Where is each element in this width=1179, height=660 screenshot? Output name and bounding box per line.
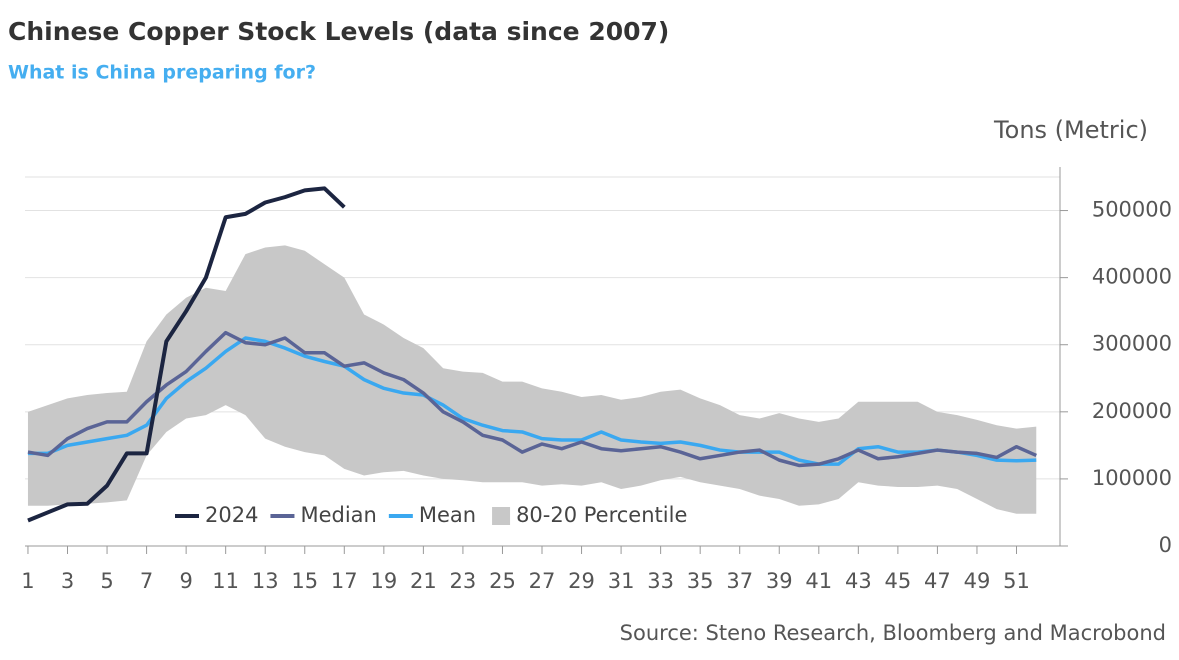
x-tick-label: 3 <box>61 569 74 593</box>
y-tick-label: 500000 <box>1092 198 1172 222</box>
x-tick-label: 45 <box>885 569 912 593</box>
series-line <box>27 330 1037 468</box>
x-tick-label: 1 <box>21 569 34 593</box>
y-tick-label: 100000 <box>1092 466 1172 490</box>
x-tick-label: 25 <box>489 569 516 593</box>
x-tick-label: 5 <box>100 569 113 593</box>
x-tick-label: 49 <box>964 569 991 593</box>
x-tick-label: 7 <box>140 569 153 593</box>
x-tick-label: 31 <box>608 569 635 593</box>
y-axis-label: Tons (Metric) <box>993 116 1148 144</box>
x-tick-label: 39 <box>766 569 793 593</box>
x-tick-label: 15 <box>291 569 318 593</box>
x-tick-label: 11 <box>212 569 239 593</box>
x-tick-label: 41 <box>805 569 832 593</box>
y-tick-label: 300000 <box>1092 332 1172 356</box>
series-line <box>27 186 346 523</box>
legend-swatch <box>492 507 511 525</box>
x-tick-label: 13 <box>252 569 279 593</box>
percentile-band <box>27 245 1037 514</box>
chart-title: Chinese Copper Stock Levels (data since … <box>8 17 669 46</box>
x-tick-label: 33 <box>647 569 674 593</box>
x-tick-label: 9 <box>179 569 192 593</box>
series-line <box>27 336 1037 466</box>
x-tick-label: 27 <box>529 569 556 593</box>
y-tick-label: 400000 <box>1092 265 1172 289</box>
y-tick-label: 200000 <box>1092 399 1172 423</box>
x-tick-label: 29 <box>568 569 595 593</box>
legend-label: Mean <box>419 503 476 527</box>
legend-label: 80-20 Percentile <box>516 503 687 527</box>
x-tick-label: 51 <box>1003 569 1030 593</box>
x-tick-label: 19 <box>370 569 397 593</box>
x-tick-label: 43 <box>845 569 872 593</box>
x-tick-label: 17 <box>331 569 358 593</box>
legend-label: 2024 <box>205 503 258 527</box>
x-tick-label: 37 <box>726 569 753 593</box>
x-tick-label: 21 <box>410 569 437 593</box>
source: Source: Steno Research, Bloomberg and Ma… <box>620 621 1166 645</box>
y-tick-label: 0 <box>1159 533 1172 557</box>
x-tick-label: 35 <box>687 569 714 593</box>
x-tick-label: 23 <box>450 569 477 593</box>
x-tick-label: 47 <box>924 569 951 593</box>
legend-label: Median <box>300 503 376 527</box>
chart-subtitle: What is China preparing for? <box>8 62 316 84</box>
